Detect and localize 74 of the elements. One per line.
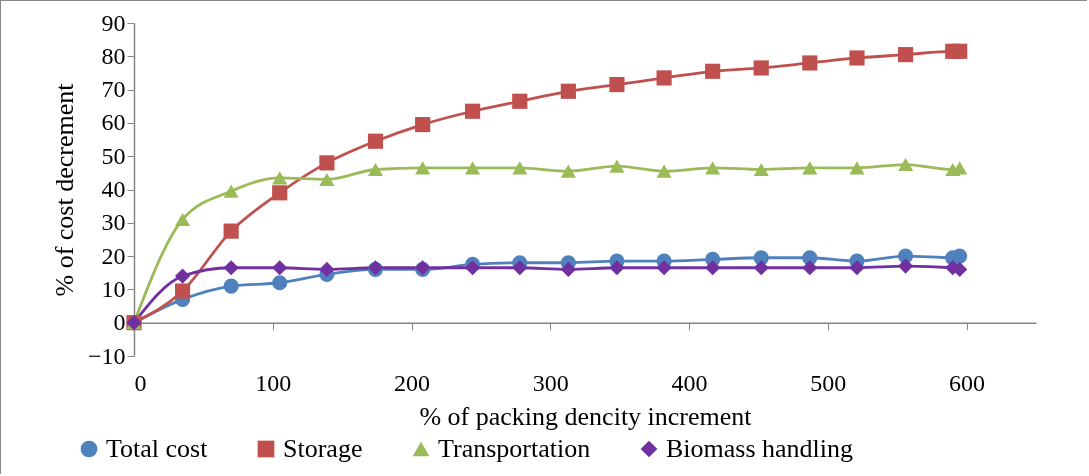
point — [367, 133, 384, 149]
point — [272, 171, 288, 185]
point — [849, 161, 865, 175]
point — [656, 260, 672, 276]
point — [656, 70, 672, 86]
point — [560, 164, 576, 178]
point — [272, 275, 288, 291]
point — [415, 116, 431, 133]
y-tick-label: 50 — [101, 142, 126, 169]
point — [319, 261, 335, 277]
point — [512, 260, 528, 276]
legend-label: Storage — [283, 434, 363, 463]
point — [223, 184, 239, 198]
y-axis-title: % of cost decrement — [49, 82, 79, 297]
point — [897, 47, 914, 63]
point — [705, 63, 721, 79]
y-tick-label: 10 — [101, 275, 126, 302]
x-tick-label: 300 — [532, 369, 569, 396]
x-tick-label: 0 — [134, 369, 147, 396]
y-tick-label: 60 — [101, 109, 126, 136]
point — [560, 83, 576, 99]
y-tick-label: 80 — [101, 42, 126, 69]
point — [849, 50, 865, 66]
point — [367, 162, 384, 177]
point — [952, 43, 968, 59]
x-tick-label: 600 — [949, 369, 986, 396]
point — [174, 283, 191, 299]
point — [174, 268, 191, 284]
point — [319, 155, 335, 171]
point — [849, 260, 865, 276]
point — [656, 164, 672, 178]
point — [174, 212, 191, 227]
legend-label: Total cost — [106, 434, 209, 463]
y-tick-label: 90 — [101, 9, 126, 36]
point — [223, 260, 239, 276]
point — [753, 162, 769, 177]
point — [223, 223, 239, 239]
legend-label: Biomass handling — [666, 434, 854, 463]
point — [802, 55, 818, 71]
x-tick-label: 500 — [810, 369, 847, 396]
y-tick-label: 40 — [101, 176, 126, 202]
x-tick-label: 400 — [671, 369, 708, 396]
point — [897, 157, 914, 172]
point — [753, 60, 769, 76]
y-tick-label: 20 — [101, 242, 126, 269]
x-axis-title: % of packing dencity increment — [419, 401, 753, 431]
y-tick-label: 0 — [113, 309, 126, 336]
point — [272, 260, 288, 276]
point — [512, 93, 528, 109]
x-tick-label: 100 — [255, 369, 292, 396]
point — [465, 161, 481, 175]
point — [705, 161, 721, 175]
point — [319, 172, 335, 187]
point — [465, 260, 481, 276]
y-tick-label: 70 — [101, 76, 126, 103]
point — [897, 258, 914, 274]
point — [512, 161, 528, 175]
y-tick-label: −10 — [87, 342, 126, 369]
point — [609, 159, 625, 173]
point — [223, 278, 239, 294]
point — [609, 260, 625, 276]
point — [415, 161, 431, 175]
point — [609, 77, 625, 93]
point — [465, 103, 481, 119]
y-tick-label: 30 — [101, 209, 126, 236]
point — [952, 248, 968, 264]
legend-label: Transportation — [438, 434, 591, 463]
point — [272, 185, 288, 201]
point — [802, 260, 818, 276]
x-tick-label: 200 — [394, 369, 431, 396]
point — [560, 261, 576, 277]
point — [753, 260, 769, 276]
point — [705, 260, 721, 276]
point — [802, 161, 818, 175]
